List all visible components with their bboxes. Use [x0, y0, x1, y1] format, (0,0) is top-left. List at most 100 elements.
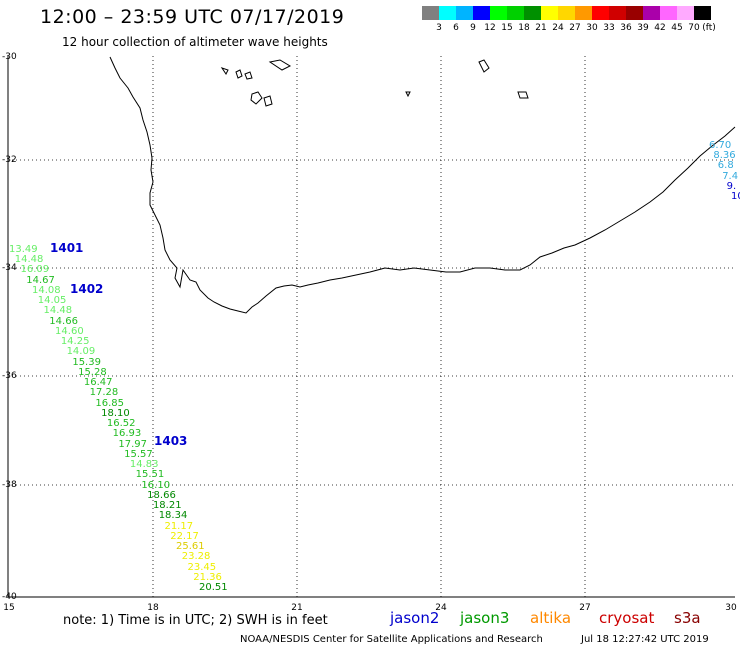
pass-label: 1403 [154, 434, 188, 448]
color-scale-label: 45 [671, 23, 683, 33]
satellite-s3a: s3a [674, 609, 701, 627]
wave-height-reading: 21.17 [164, 520, 194, 532]
wave-height-reading: 16.52 [106, 418, 136, 430]
wave-height-reading: 16.10 [141, 479, 171, 491]
color-scale-label: 12 [484, 23, 496, 33]
satellite-cryosat: cryosat [599, 609, 655, 627]
x-tick-label: 24 [435, 603, 447, 613]
color-scale-label: 18 [518, 23, 530, 33]
color-swatch [422, 6, 439, 20]
color-scale-label: 70 [688, 23, 700, 33]
y-tick-label: -38 [2, 480, 17, 490]
wave-height-reading: 15.57 [124, 448, 153, 460]
wave-height-reading: 14.05 [37, 295, 67, 307]
wave-height-reading: 13.49 [9, 244, 38, 255]
pass-label: 1402 [70, 282, 104, 296]
wave-height-reading: 8.36 [713, 150, 736, 162]
color-swatch [592, 6, 609, 20]
color-scale-label: 27 [569, 23, 581, 33]
wave-height-reading: 15.28 [78, 366, 107, 378]
x-tick-label: 15 [3, 603, 15, 613]
x-tick-label: 30 [725, 603, 737, 613]
coastline [109, 56, 736, 314]
map-frame [7, 56, 735, 598]
wave-height-reading: 14.48 [43, 305, 73, 317]
color-swatch [575, 6, 592, 20]
color-swatch [694, 6, 711, 20]
wave-height-reading: 14.67 [26, 274, 55, 286]
wave-height-reading: 14.83 [129, 459, 159, 471]
wave-height-reading: 21.36 [193, 571, 222, 583]
wave-height-reading: 10 [731, 191, 740, 202]
color-swatch [626, 6, 643, 20]
footer-credit: NOAA/NESDIS Center for Satellite Applica… [240, 634, 543, 645]
wave-height-reading: 14.08 [32, 284, 61, 296]
wave-height-reading: 16.09 [20, 264, 50, 276]
y-tick-label: -32 [2, 155, 17, 165]
wave-height-reading: 14.48 [14, 254, 44, 266]
units-note: note: 1) Time is in UTC; 2) SWH is in fe… [63, 613, 328, 628]
x-tick-label: 21 [291, 603, 303, 613]
wave-height-reading: 18.66 [147, 489, 176, 501]
color-swatch [660, 6, 677, 20]
color-swatch [609, 6, 626, 20]
color-swatch [558, 6, 575, 20]
x-tick-label: 18 [147, 603, 159, 613]
y-tick-label: -36 [2, 371, 17, 381]
wave-height-reading: 14.09 [66, 346, 96, 358]
wave-height-reading: 16.85 [95, 397, 124, 409]
color-scale-unit: (ft) [702, 23, 716, 33]
grid-lines [8, 56, 735, 597]
wave-height-reading: 23.45 [187, 561, 217, 573]
wave-height-reading: 9. [726, 180, 737, 192]
color-swatch [473, 6, 490, 20]
wave-height-reading: 18.34 [158, 510, 188, 522]
wave-height-reading: 16.47 [83, 377, 113, 389]
satellite-jason3: jason3 [460, 609, 510, 627]
x-tick-label: 27 [579, 603, 591, 613]
color-scale-label: 21 [535, 23, 547, 33]
wave-height-reading: 6.8 [717, 160, 734, 172]
wave-height-reading: 22.17 [170, 530, 199, 542]
wave-height-reading: 15.39 [72, 356, 101, 368]
footer-timestamp: Jul 18 12:27:42 UTC 2019 [581, 634, 709, 645]
wave-height-reading: 14.66 [49, 315, 78, 327]
color-swatch [524, 6, 541, 20]
color-scale-label: 39 [637, 23, 649, 33]
color-scale-label: 9 [470, 23, 476, 33]
wave-height-reading: 7.4 [722, 170, 739, 182]
color-scale-label: 15 [501, 23, 513, 33]
color-scale-label: 6 [453, 23, 459, 33]
title: 12:00 – 23:59 UTC 07/17/2019 [40, 6, 345, 28]
wave-height-reading: 20.51 [199, 582, 228, 593]
y-tick-label: -30 [2, 52, 17, 62]
color-swatch [677, 6, 694, 20]
color-swatch [541, 6, 558, 20]
wave-height-reading: 17.28 [89, 387, 119, 399]
color-swatch [439, 6, 456, 20]
color-scale-label: 30 [586, 23, 598, 33]
color-scale-label: 24 [552, 23, 564, 33]
wave-height-reading: 15.51 [135, 469, 165, 481]
y-tick-label: -34 [2, 263, 17, 273]
subtitle: 12 hour collection of altimeter wave hei… [62, 35, 328, 49]
color-swatch [507, 6, 524, 20]
wave-height-reading: 25.61 [175, 541, 205, 553]
wave-height-reading: 16.93 [112, 428, 142, 440]
satellite-altika: altika [530, 609, 572, 627]
wave-height-reading: 18.10 [101, 407, 130, 419]
color-swatch [456, 6, 473, 20]
wave-height-reading: 14.60 [55, 325, 84, 337]
y-tick-label: -40 [2, 592, 17, 602]
wave-height-reading: 18.21 [152, 500, 182, 512]
color-scale-label: 3 [436, 23, 442, 33]
wave-height-reading: 14.25 [60, 336, 90, 348]
satellite-jason2: jason2 [390, 609, 440, 627]
pass-label: 1401 [50, 241, 84, 255]
color-scale-label: 42 [654, 23, 666, 33]
color-scale-label: 36 [620, 23, 632, 33]
wave-height-reading: 17.97 [118, 438, 148, 450]
wave-height-reading: 6.70 [709, 140, 732, 151]
color-scale-label: 33 [603, 23, 615, 33]
wave-height-reading: 23.28 [181, 551, 211, 563]
